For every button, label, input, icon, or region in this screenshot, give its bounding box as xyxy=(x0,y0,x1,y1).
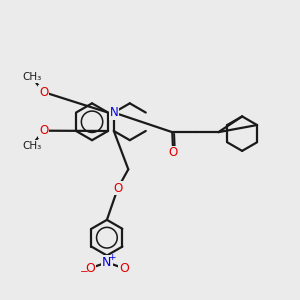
Text: O: O xyxy=(39,85,48,98)
Text: CH₃: CH₃ xyxy=(22,72,41,82)
Text: O: O xyxy=(85,262,95,275)
Text: N: N xyxy=(110,106,118,119)
Text: O: O xyxy=(113,182,122,194)
Text: O: O xyxy=(169,146,178,160)
Text: +: + xyxy=(108,253,115,262)
Text: O: O xyxy=(119,262,129,275)
Text: N: N xyxy=(102,256,112,269)
Text: CH₃: CH₃ xyxy=(22,140,41,151)
Text: O: O xyxy=(39,124,48,137)
Text: −: − xyxy=(80,267,89,277)
